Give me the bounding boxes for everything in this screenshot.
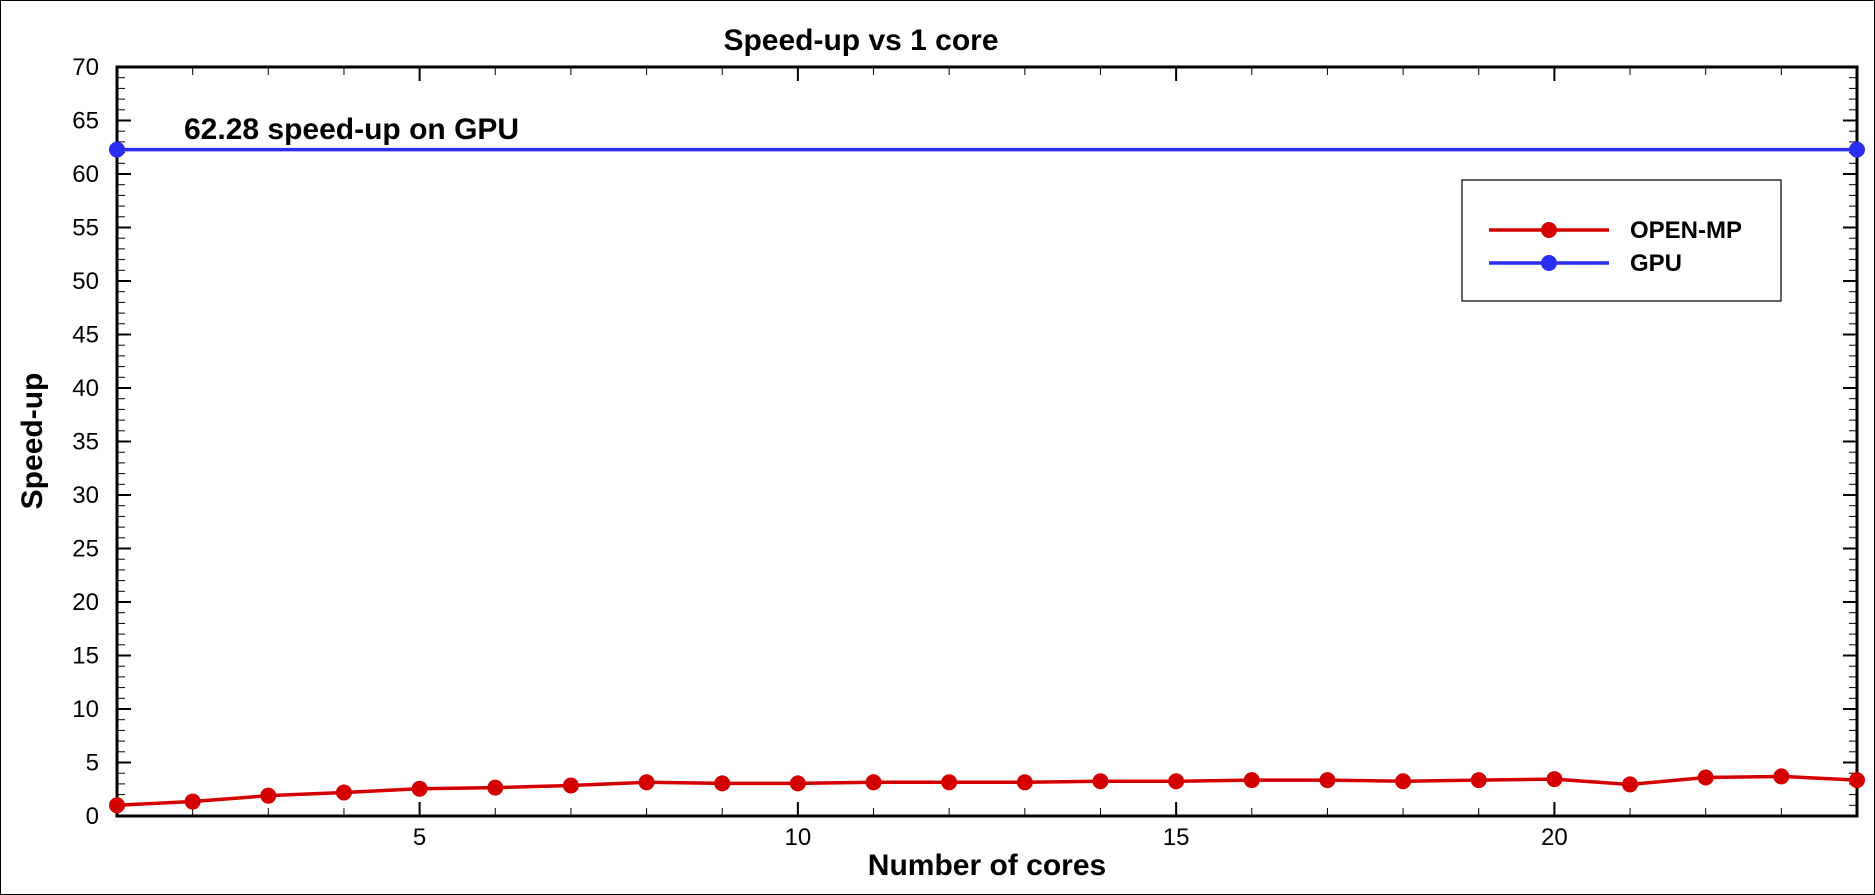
y-tick-label: 20 [72,589,99,616]
y-tick-label: 10 [72,696,99,723]
open-mp-data-point [184,793,201,810]
y-tick-label: 65 [72,108,99,135]
legend-box [1461,179,1782,302]
y-tick-label: 0 [86,803,99,830]
open-mp-data-point [1319,772,1336,789]
open-mp-data-point [865,774,882,791]
x-tick-label: 5 [413,824,426,851]
open-mp-data-point [1470,772,1487,789]
y-tick-label: 55 [72,215,99,242]
y-tick-label: 25 [72,536,99,563]
open-mp-data-point [487,779,504,796]
legend: OPEN-MP GPU [1461,179,1782,302]
y-tick-label: 40 [72,375,99,402]
open-mp-data-point [109,797,125,814]
y-tick-label: 30 [72,482,99,509]
gpu-data-point [109,141,125,158]
open-mp-data-point [1243,772,1260,789]
open-mp-data-point [335,784,352,801]
chart-title: Speed-up vs 1 core [723,24,998,57]
open-mp-data-point [714,775,731,792]
open-mp-series-line [116,774,1858,808]
open-mp-data-point [941,774,958,791]
x-tick-label: 20 [1541,824,1568,851]
x-axis-label: Number of cores [868,849,1106,882]
legend-open-mp-label: OPEN-MP [1630,217,1742,244]
y-tick-label: 35 [72,429,99,456]
legend-open-mp-marker [1541,222,1557,238]
open-mp-data-point [260,787,277,804]
legend-gpu-label: GPU [1630,250,1682,277]
x-tick-label: 10 [785,824,812,851]
open-mp-data-point [789,775,806,792]
y-tick-label: 15 [72,643,99,670]
open-mp-data-point [1016,774,1033,791]
open-mp-data-point [1697,769,1714,786]
open-mp-data-point [1849,772,1865,789]
gpu-data-point [1849,141,1865,158]
y-tick-label: 50 [72,268,99,295]
y-tick-label: 60 [72,161,99,188]
y-tick-label: 45 [72,322,99,349]
open-mp-data-point [1773,768,1790,785]
open-mp-data-point [1546,771,1563,788]
y-tick-label: 70 [72,54,99,81]
open-mp-data-point [1622,776,1639,793]
open-mp-data-point [411,780,428,797]
open-mp-data-point [1168,773,1185,790]
gpu-annotation: 62.28 speed-up on GPU [184,113,519,146]
plot-area-border [115,65,1859,818]
y-axis-label: Speed-up [16,373,49,510]
x-tick-label: 15 [1163,824,1190,851]
legend-gpu-marker [1541,255,1557,271]
open-mp-data-point [1395,773,1412,790]
open-mp-data-point [638,774,655,791]
open-mp-data-point [562,777,579,794]
open-mp-data-point [1092,773,1109,790]
y-tick-label: 5 [86,750,99,777]
